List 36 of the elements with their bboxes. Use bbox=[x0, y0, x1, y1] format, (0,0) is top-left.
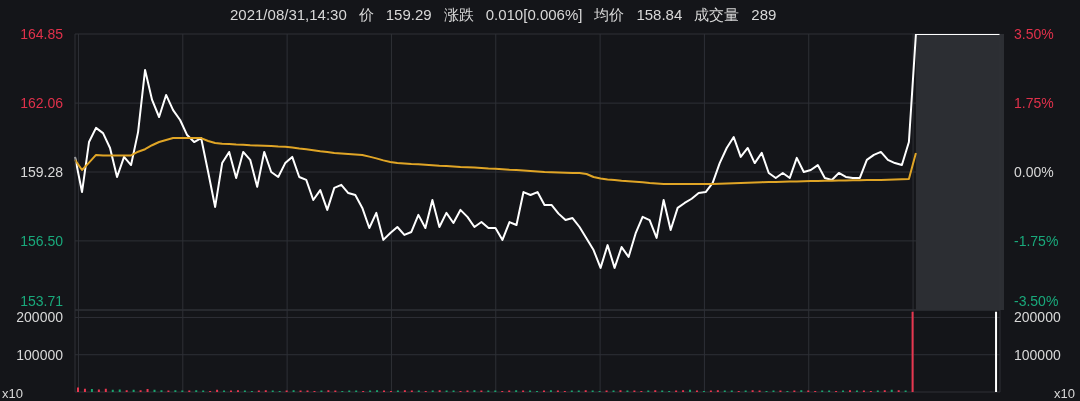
y2-tick-label: 3.50% bbox=[1014, 26, 1054, 42]
y-tick-label: 200000 bbox=[16, 309, 64, 326]
text: 均价 bbox=[594, 6, 625, 25]
y2-tick-label: -3.50% bbox=[1014, 293, 1059, 309]
y2-tick-label: 200000 bbox=[1014, 309, 1061, 326]
y-tick-label: 153.71 bbox=[20, 293, 64, 309]
y-tick-label: 164.85 bbox=[20, 26, 64, 42]
line-series bbox=[74, 137, 917, 185]
y-tick-label: 156.50 bbox=[20, 232, 64, 249]
bar bbox=[216, 389, 219, 392]
y2-tick-label: -1.75% bbox=[1014, 233, 1059, 249]
y2-tick-label: 1.75% bbox=[1014, 95, 1054, 111]
text: x10 bbox=[2, 386, 23, 401]
bar bbox=[90, 389, 93, 392]
text: 158.84 bbox=[636, 6, 683, 25]
text: 159.29 bbox=[385, 6, 432, 25]
text: 289 bbox=[751, 6, 777, 25]
y-tick-label: 162.06 bbox=[20, 95, 64, 112]
text: 0.010[0.006%] bbox=[485, 6, 583, 25]
bar bbox=[118, 389, 121, 392]
y-tick-label: 159.28 bbox=[20, 164, 64, 180]
text: 涨跌 bbox=[443, 6, 474, 25]
bar bbox=[132, 389, 135, 392]
y2-tick-label: 0.00% bbox=[1014, 164, 1054, 180]
bar bbox=[689, 389, 692, 392]
y2-tick-label: 100000 bbox=[1014, 346, 1061, 363]
bar bbox=[153, 389, 156, 392]
text: 价 bbox=[358, 6, 374, 25]
y-tick-label: 100000 bbox=[16, 346, 64, 363]
bar bbox=[890, 389, 893, 392]
bar bbox=[97, 389, 100, 392]
text: 成交量 bbox=[694, 6, 740, 25]
bar bbox=[146, 389, 149, 392]
bar bbox=[111, 389, 114, 392]
text: x10 bbox=[1054, 386, 1075, 401]
text: 2021/08/31,14:30 bbox=[230, 6, 347, 25]
